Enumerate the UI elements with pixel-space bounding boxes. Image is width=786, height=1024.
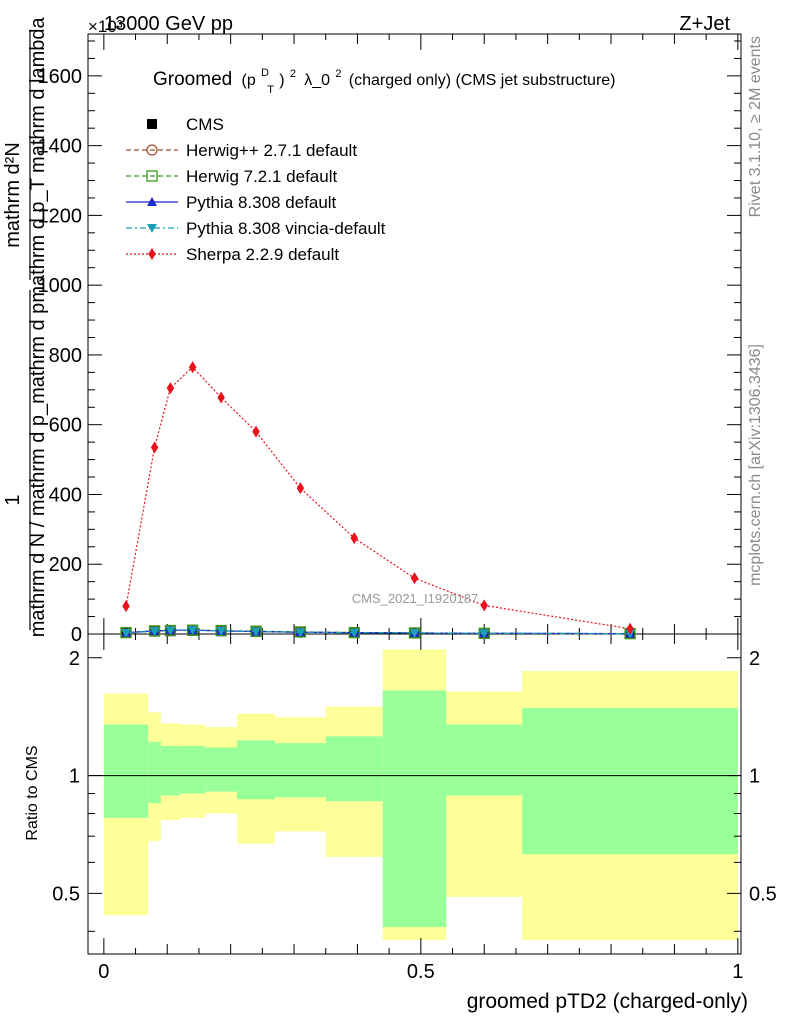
- ratio-inner-band-bin: [205, 747, 237, 792]
- ratio-inner-band-bin: [103, 724, 149, 818]
- data-point-pythia-8-308-vincia-default: [409, 628, 420, 638]
- legend-label: Pythia 8.308 vincia-default: [186, 219, 386, 238]
- process-label: Z+Jet: [679, 13, 730, 35]
- legend-marker: [146, 144, 158, 156]
- ratio-axis-label: Ratio to CMS: [24, 745, 41, 840]
- legend-marker: [147, 197, 157, 206]
- data-point-pythia-8-308-vincia-default: [121, 628, 132, 638]
- ratio-y-tick-label: 2: [69, 648, 80, 670]
- plot-title-main: Groomed: [153, 69, 232, 90]
- ratio-y-tick-label-right: 2: [749, 648, 760, 670]
- legend-marker: [146, 170, 158, 182]
- data-point-sherpa-2-2-9-default: [296, 482, 305, 495]
- y-label-num2: mathrm d²N: [2, 142, 24, 248]
- data-point-pythia-8-308-vincia-default: [295, 628, 306, 638]
- ratio-inner-band-bin: [160, 746, 180, 796]
- data-point-pythia-8-308-vincia-default: [479, 629, 490, 639]
- data-point-pythia-8-308-vincia-default: [165, 626, 176, 636]
- data-point-pythia-8-308-vincia-default: [251, 627, 262, 637]
- x-tick-label: 1: [732, 961, 743, 983]
- x-tick-label: 0: [98, 961, 109, 983]
- y-axis-label: 1 mathrm d N / mathrm d p_mathrm d p mat…: [2, 16, 49, 637]
- ratio-inner-band-bin: [179, 746, 206, 794]
- y-tick-label: 600: [49, 415, 82, 437]
- data-point-pythia-8-308-vincia-default: [349, 628, 360, 638]
- data-point-sherpa-2-2-9-default: [217, 391, 225, 404]
- legend-label: Herwig 7.2.1 default: [186, 167, 337, 186]
- data-point-sherpa-2-2-9-default: [350, 532, 359, 545]
- legend-marker: [148, 248, 156, 260]
- ratio-y-tick-label: 0.5: [52, 883, 80, 905]
- plot-title: Groomed (p D T ) 2 λ_0 2 (charged only) …: [153, 60, 616, 98]
- energy-label: 13000 GeV pp: [104, 13, 233, 35]
- y-tick-label: 800: [49, 345, 82, 367]
- y-label-numerator: 1: [2, 494, 24, 505]
- x-tick-label: 0.5: [407, 961, 435, 983]
- data-point-pythia-8-308-vincia-default: [216, 626, 227, 636]
- ratio-inner-band-bin: [446, 724, 523, 796]
- data-point-sherpa-2-2-9-default: [122, 600, 130, 613]
- data-point-sherpa-2-2-9-default: [410, 572, 419, 585]
- legend-label: Sherpa 2.2.9 default: [186, 245, 339, 264]
- rivet-label: Rivet 3.1.10, ≥ 2M events: [747, 36, 764, 217]
- plot-title-pt-base: (p: [241, 72, 255, 89]
- mcplots-label: mcplots.cern.ch [arXiv:1306.3436]: [747, 344, 764, 586]
- ratio-y-tick-label-right: 0.5: [749, 883, 777, 905]
- data-point-sherpa-2-2-9-default: [252, 425, 260, 438]
- y-tick-label: 1000: [38, 275, 83, 297]
- legend: CMS Herwig++ 2.7.1 default Herwig 7.2.1 de…: [126, 115, 386, 264]
- y-tick-label: 400: [49, 484, 82, 506]
- ratio-y-tick-label-right: 1: [749, 766, 760, 788]
- data-point-sherpa-2-2-9-default: [150, 441, 159, 454]
- series: [120, 361, 636, 640]
- ratio-bands: [103, 649, 738, 941]
- ratio-inner-band-bin: [236, 740, 276, 800]
- ratio-inner-band-bin: [275, 743, 326, 798]
- legend-marker: [147, 119, 157, 129]
- y-tick-label: 1200: [38, 205, 83, 227]
- data-point-sherpa-2-2-9-default: [188, 361, 197, 374]
- data-point-sherpa-2-2-9-default: [626, 622, 634, 635]
- y-tick-label: 1400: [38, 136, 83, 158]
- plot-title-pt-sup: D: [261, 67, 269, 79]
- ratio-y-tick-label: 1: [69, 766, 80, 788]
- plot-title-pt-pow: 2: [290, 68, 296, 80]
- y-label-denominator: mathrm d N / mathrm d p_mathrm d p: [27, 303, 49, 638]
- plot-title-pt-close: ): [279, 72, 284, 89]
- ratio-inner-band-bin: [325, 736, 383, 802]
- y-tick-label: 0: [71, 624, 82, 646]
- ratio-inner-band-bin: [148, 741, 161, 804]
- plot-title-lambda-pow: 2: [335, 68, 341, 80]
- plot-title-rest: (charged only) (CMS jet substructure): [349, 72, 616, 89]
- legend-label: Herwig++ 2.7.1 default: [186, 141, 357, 160]
- legend-label: Pythia 8.308 default: [186, 193, 337, 212]
- x-axis-label: groomed pTD2 (charged-only): [467, 990, 748, 1013]
- legend-label: CMS: [186, 115, 224, 134]
- data-point-sherpa-2-2-9-default: [166, 382, 175, 395]
- ratio-inner-band-bin: [522, 707, 738, 855]
- axes: 0 200 400 600 800 1000 1200 1400 1600 0 0.5 1 0.5 0.5…: [38, 34, 777, 983]
- y-label-den2: mathrm d p_T mathrm d lambda: [27, 16, 49, 302]
- data-point-pythia-8-308-vincia-default: [187, 626, 198, 636]
- y-tick-label: 200: [49, 554, 82, 576]
- legend-marker: [147, 224, 157, 233]
- y-tick-label: 1600: [38, 66, 83, 88]
- analysis-watermark: CMS_2021_I1920187: [352, 591, 479, 606]
- data-point-sherpa-2-2-9-default: [480, 599, 488, 612]
- data-point-pythia-8-308-vincia-default: [149, 627, 160, 637]
- plot-title-lambda: λ_0: [304, 72, 330, 89]
- plot-title-pt-sub: T: [267, 84, 274, 96]
- exponent-label: ×10³: [88, 17, 123, 36]
- ratio-inner-band-bin: [382, 690, 447, 928]
